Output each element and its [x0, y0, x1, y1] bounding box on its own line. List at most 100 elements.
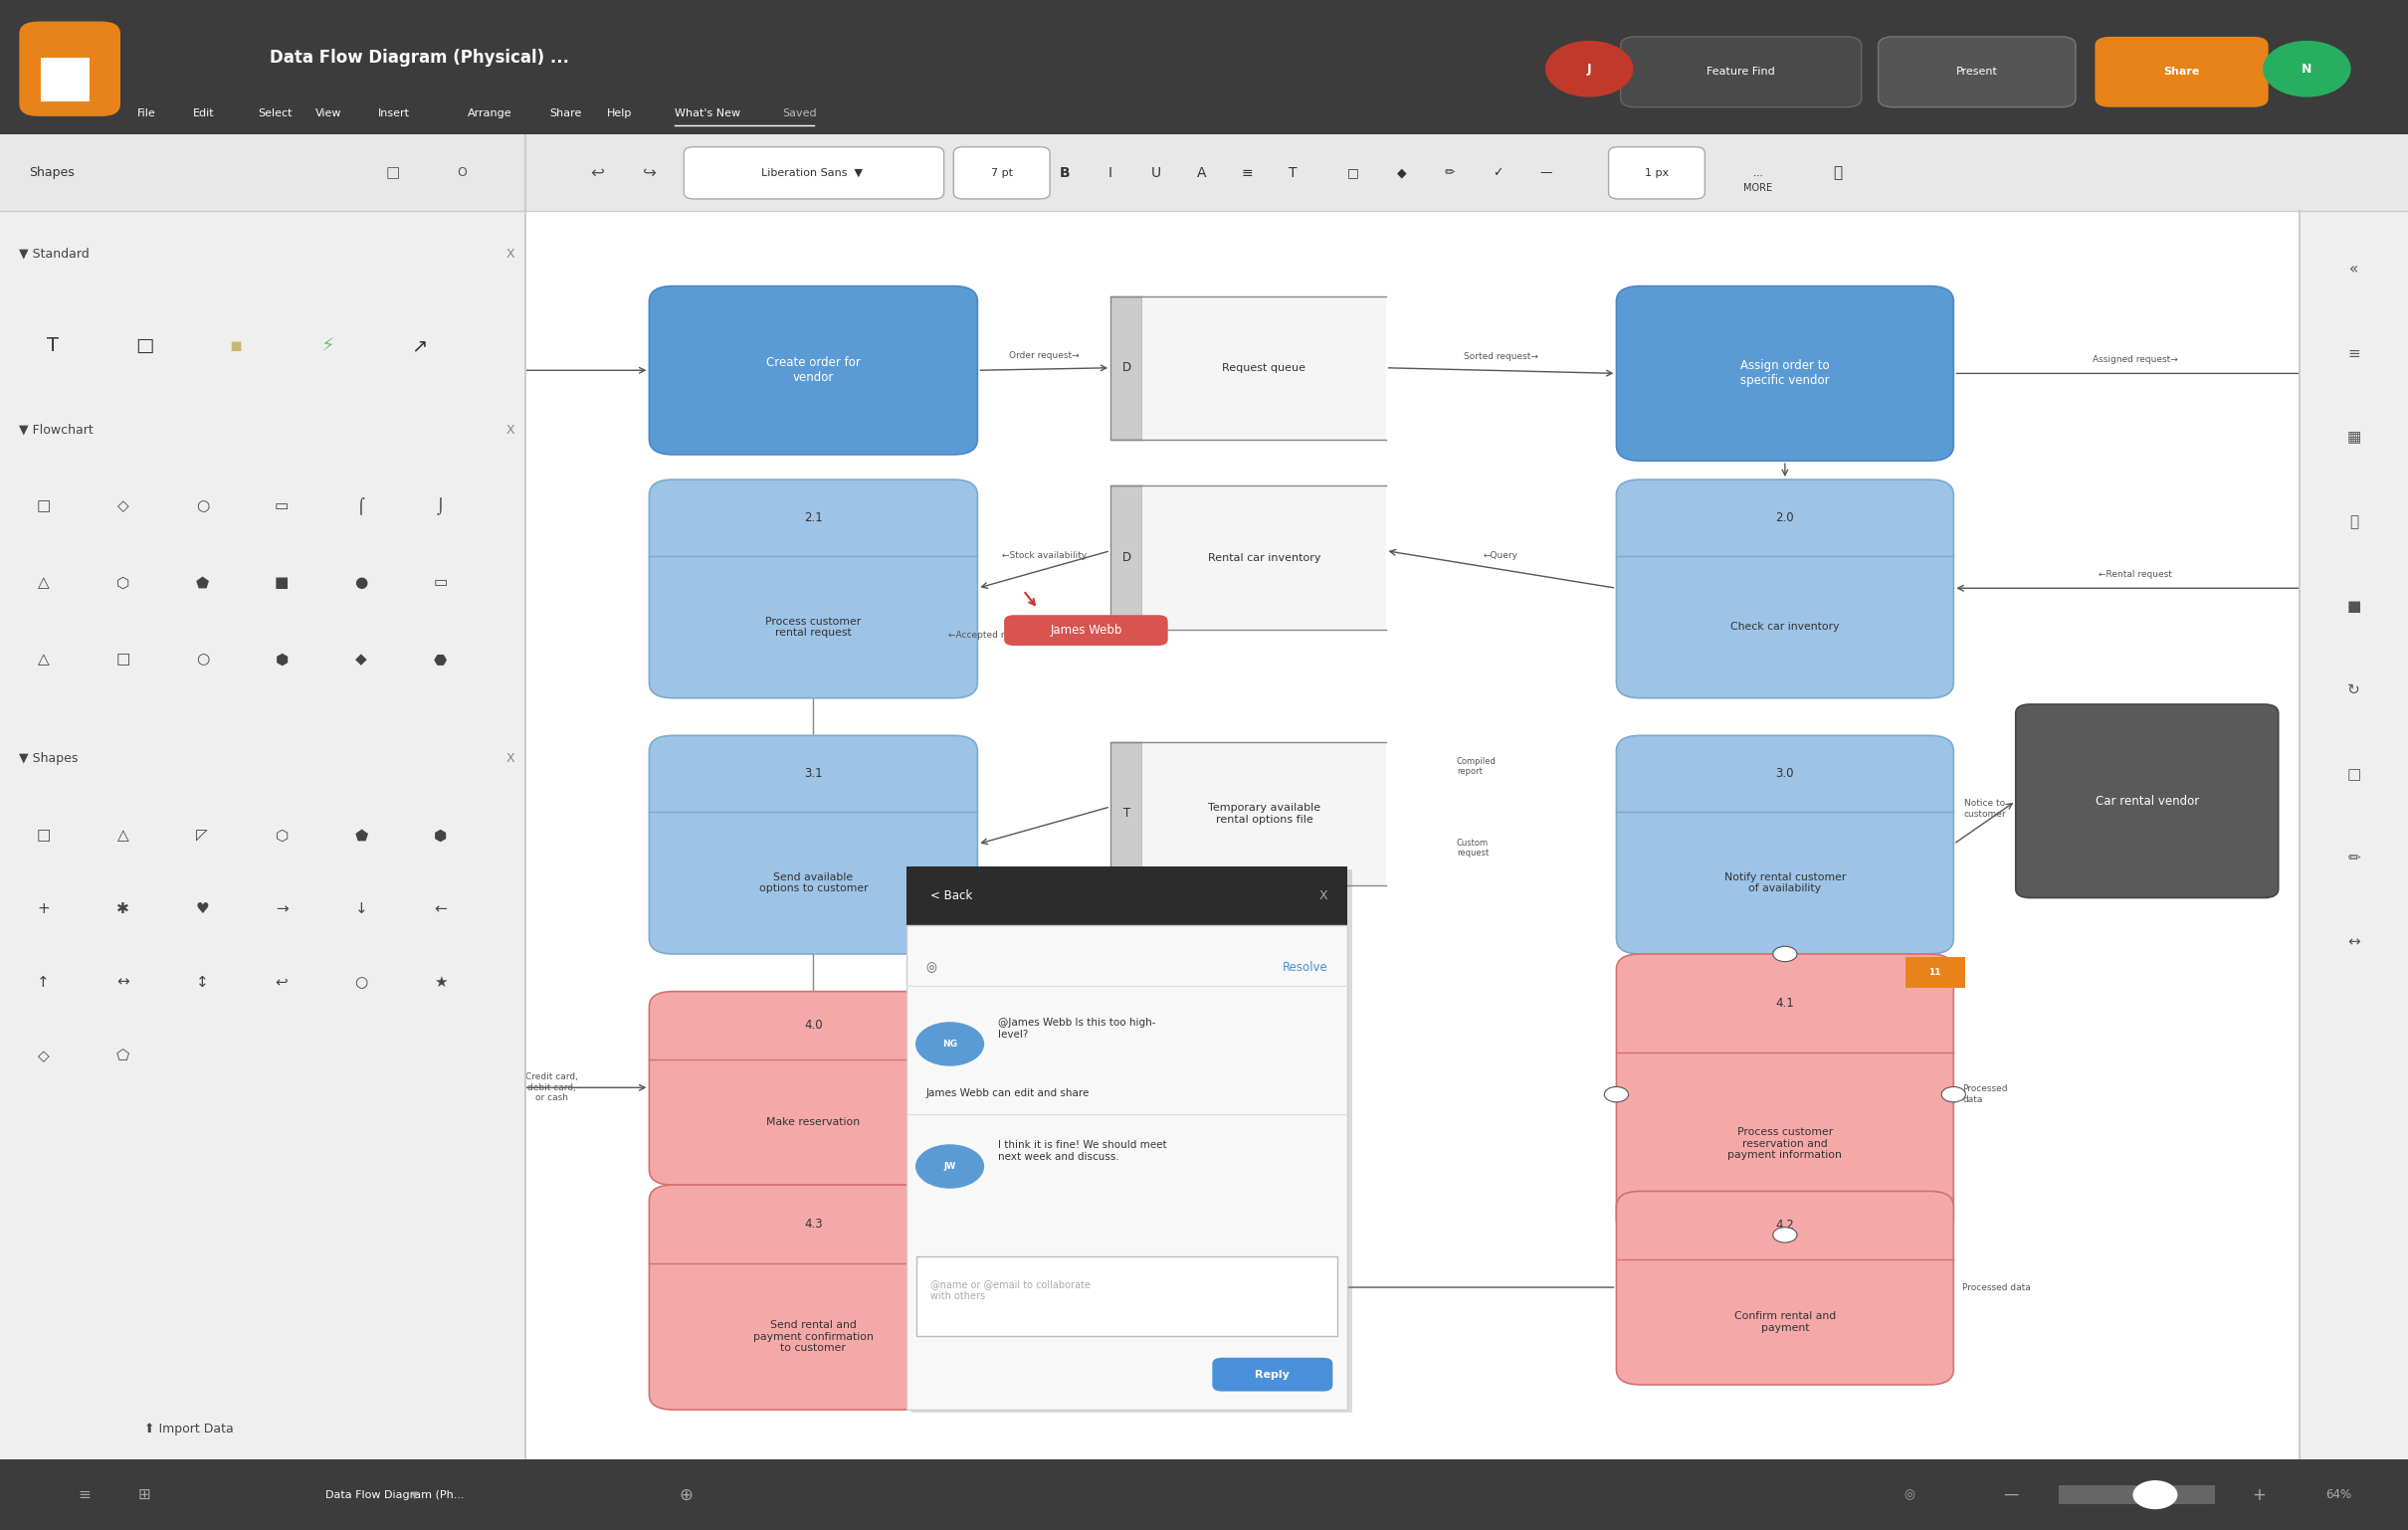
Text: ⋯
MORE: ⋯ MORE: [1743, 171, 1772, 193]
Circle shape: [1772, 947, 1796, 962]
Text: James Webb: James Webb: [1050, 624, 1122, 636]
Text: Credit card,
debit card,
or cash: Credit card, debit card, or cash: [525, 1073, 578, 1103]
FancyBboxPatch shape: [954, 147, 1050, 199]
FancyBboxPatch shape: [650, 286, 978, 454]
Text: Notify rental customer
of availability: Notify rental customer of availability: [1724, 872, 1847, 894]
Text: ◸: ◸: [197, 828, 207, 843]
Text: ←Rental request: ←Rental request: [2100, 571, 2172, 578]
FancyBboxPatch shape: [684, 147, 944, 199]
Text: ↔: ↔: [116, 975, 130, 990]
Text: ⬡: ⬡: [275, 828, 289, 843]
Text: What's New: What's New: [674, 109, 739, 118]
Text: Liberation Sans  ▼: Liberation Sans ▼: [761, 168, 862, 177]
Text: ↕: ↕: [195, 975, 209, 990]
Text: ⊞: ⊞: [137, 1487, 152, 1502]
Text: O: O: [458, 167, 467, 179]
FancyBboxPatch shape: [650, 736, 978, 955]
Text: Process customer
rental request: Process customer rental request: [766, 617, 862, 638]
Text: ↪: ↪: [643, 164, 657, 182]
Text: X: X: [1320, 889, 1327, 903]
Text: ↔: ↔: [2348, 935, 2360, 950]
Text: ◇: ◇: [118, 499, 128, 514]
Text: X: X: [506, 753, 515, 765]
Bar: [2059, 1486, 2215, 1504]
FancyBboxPatch shape: [1211, 1357, 1332, 1391]
FancyBboxPatch shape: [19, 21, 120, 116]
Text: ↩: ↩: [590, 164, 604, 182]
Bar: [915, 1256, 1336, 1336]
FancyBboxPatch shape: [1004, 615, 1168, 646]
Text: □: □: [385, 165, 400, 181]
Text: ↗: ↗: [412, 337, 426, 355]
Text: ○: ○: [195, 652, 209, 667]
Text: Data Flow Diagram (Ph...: Data Flow Diagram (Ph...: [325, 1490, 465, 1499]
Text: I: I: [1108, 165, 1112, 181]
Text: +: +: [36, 901, 51, 916]
Text: NG: NG: [942, 1039, 958, 1048]
Text: B: B: [1060, 165, 1069, 181]
Text: Make reservation: Make reservation: [766, 1117, 860, 1128]
Text: ⬣: ⬣: [433, 652, 448, 667]
Text: ↑: ↑: [36, 975, 51, 990]
Text: Select: Select: [258, 109, 291, 118]
Text: < Back: < Back: [929, 889, 973, 903]
FancyBboxPatch shape: [1616, 286, 1953, 461]
Text: Feature Find: Feature Find: [1707, 67, 1775, 76]
Bar: [0, 1460, 2408, 1530]
Text: Car rental vendor: Car rental vendor: [2095, 794, 2199, 808]
Text: ♥: ♥: [195, 901, 209, 916]
Bar: [525, 211, 2300, 1460]
Text: Custom
request: Custom request: [1457, 838, 1488, 857]
Text: □: □: [36, 828, 51, 843]
Text: D: D: [1122, 551, 1132, 565]
Bar: [1905, 958, 1965, 988]
Text: A: A: [1197, 165, 1206, 181]
Text: 3.1: 3.1: [804, 767, 824, 780]
Text: ✱: ✱: [116, 901, 130, 916]
Text: @James Webb Is this too high-
level?: @James Webb Is this too high- level?: [997, 1017, 1156, 1039]
Text: James Webb can edit and share: James Webb can edit and share: [925, 1088, 1088, 1099]
Text: ◆: ◆: [356, 652, 366, 667]
FancyBboxPatch shape: [2015, 704, 2278, 898]
Text: Process customer
reservation and
payment information: Process customer reservation and payment…: [1729, 1128, 1842, 1160]
Text: Rental car inventory: Rental car inventory: [1209, 552, 1320, 563]
Text: ▭: ▭: [275, 499, 289, 514]
Text: 64%: 64%: [2326, 1489, 2350, 1501]
Circle shape: [915, 1022, 982, 1065]
Text: ⧖: ⧖: [2350, 514, 2357, 529]
Text: □: □: [36, 499, 51, 514]
Bar: [1110, 742, 1141, 886]
Bar: [0, 211, 525, 1460]
Bar: [1141, 295, 1385, 439]
Text: Send rental and
payment confirmation
to customer: Send rental and payment confirmation to …: [754, 1320, 874, 1353]
Text: □: □: [1348, 167, 1358, 179]
Text: ▪: ▪: [229, 337, 243, 355]
Circle shape: [2264, 41, 2350, 96]
Text: Notice to
customer: Notice to customer: [1963, 799, 2006, 819]
Text: ◇: ◇: [39, 1048, 48, 1063]
Text: 2.1: 2.1: [804, 511, 824, 525]
Text: □: □: [116, 652, 130, 667]
Bar: [0, 0, 2408, 135]
Text: ⬠: ⬠: [116, 1048, 130, 1063]
Text: J: J: [1587, 63, 1592, 75]
Circle shape: [915, 1144, 982, 1187]
Text: ↓: ↓: [354, 901, 368, 916]
Text: ⬢: ⬢: [433, 828, 448, 843]
Text: ⬆ Import Data: ⬆ Import Data: [144, 1423, 234, 1435]
Text: ▦: ▦: [2348, 430, 2360, 445]
FancyBboxPatch shape: [2095, 37, 2268, 107]
Text: 7 pt: 7 pt: [990, 168, 1014, 177]
Text: D: D: [1122, 361, 1132, 375]
Text: ⌡: ⌡: [436, 497, 445, 516]
Bar: [1110, 295, 1141, 439]
Text: ✏: ✏: [1445, 167, 1454, 179]
Text: △: △: [118, 828, 128, 843]
Text: →: →: [275, 901, 289, 916]
Text: 3.0: 3.0: [1775, 767, 1794, 780]
Text: ✏: ✏: [2348, 851, 2360, 866]
Text: ▼: ▼: [409, 1490, 419, 1499]
Text: ■: ■: [275, 575, 289, 591]
Bar: [0, 135, 2408, 211]
Bar: [1141, 742, 1385, 886]
